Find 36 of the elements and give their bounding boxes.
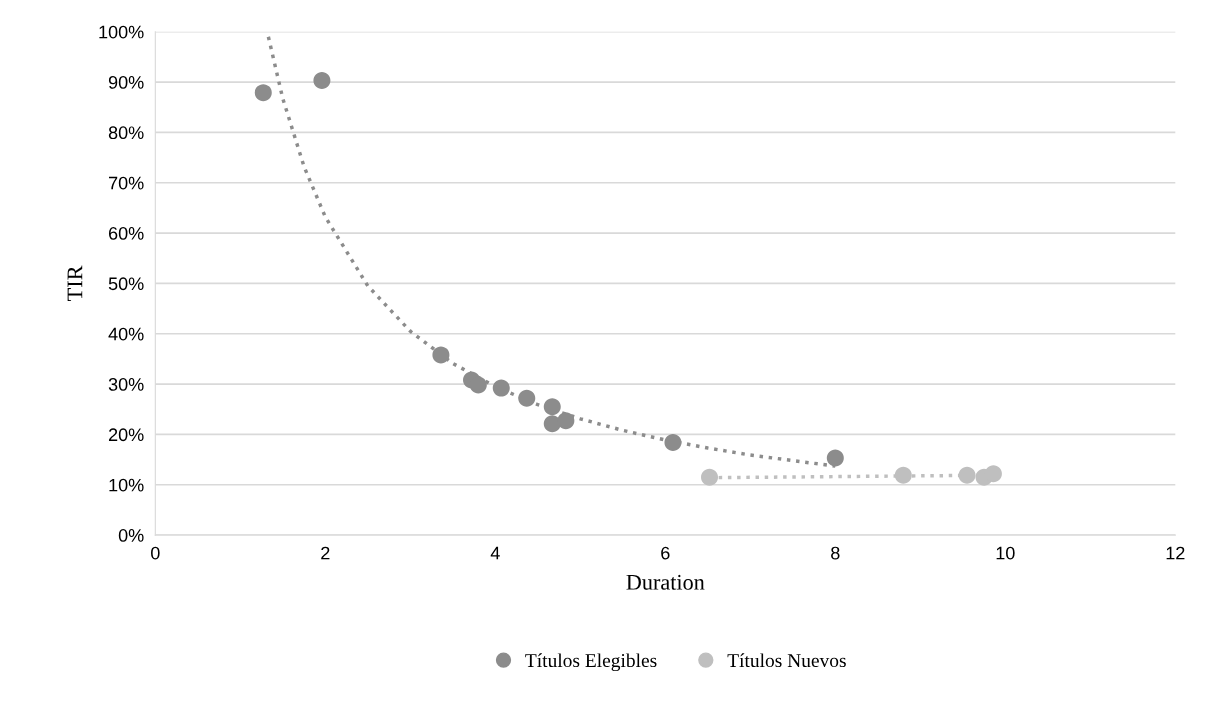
point — [543, 398, 561, 416]
y-tick-label: 10% — [109, 478, 144, 492]
x-tick-label: 2 — [321, 546, 330, 560]
y-tick-label: 70% — [109, 176, 144, 190]
x-tick-label: 8 — [831, 546, 840, 560]
point — [518, 389, 536, 407]
x-tick-label: 10 — [996, 546, 1015, 560]
x-tick-label: 0 — [151, 546, 160, 560]
point — [254, 84, 272, 102]
x-tick-label: 6 — [661, 546, 670, 560]
x-axis-title: Duration — [626, 574, 705, 590]
legend-label: Títulos Nuevos — [727, 653, 846, 668]
x-tick-label: 12 — [1166, 546, 1185, 560]
y-tick-label: 0% — [118, 529, 144, 542]
y-tick-label: 30% — [108, 378, 144, 391]
y-axis-title: TIR — [67, 265, 83, 301]
legend-label: Títulos Elegibles — [525, 653, 657, 672]
point — [469, 376, 487, 394]
point — [984, 465, 1002, 483]
y-tick-label: 40% — [108, 327, 144, 341]
y-tick-label: 100% — [99, 25, 144, 39]
point — [432, 346, 450, 364]
point — [664, 433, 682, 451]
point — [894, 466, 912, 484]
point — [313, 72, 331, 90]
y-tick-label: 60% — [108, 227, 144, 240]
point — [826, 449, 844, 467]
x-tick-label: 4 — [490, 546, 500, 560]
point — [492, 379, 510, 397]
y-tick-label: 90% — [108, 76, 144, 89]
point — [557, 412, 575, 430]
point — [701, 468, 719, 486]
y-tick-label: 50% — [108, 277, 144, 291]
y-tick-label: 20% — [108, 428, 144, 442]
point — [958, 466, 976, 484]
y-tick-label: 80% — [108, 126, 144, 140]
